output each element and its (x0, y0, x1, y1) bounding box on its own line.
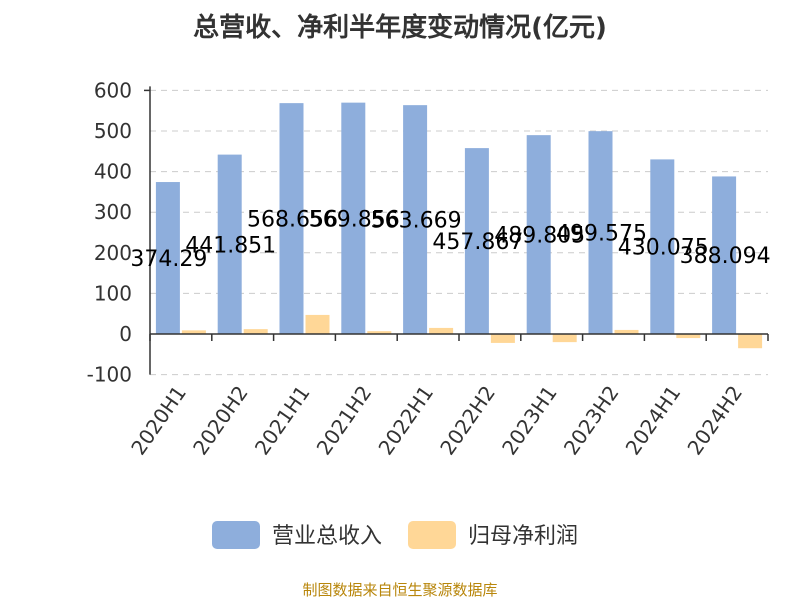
y-axis: 600 500 400 300 200 100 0 -100 (87, 78, 151, 387)
y-tick-label: 100 (94, 281, 132, 305)
bar-revenue (588, 131, 613, 334)
bar-revenue (155, 182, 180, 334)
data-label: 499.575 (556, 222, 647, 247)
data-label: 441.851 (185, 233, 276, 258)
bar-net-profit (367, 331, 392, 334)
y-tick-label: 500 (94, 119, 132, 143)
data-labels: 374.29441.851568.656569.856563.669457.86… (130, 207, 770, 272)
bar-revenue (712, 176, 737, 334)
data-label: 569.856 (309, 207, 400, 232)
x-tick-label: 2020H1 (126, 381, 191, 459)
bar-net-profit (614, 329, 639, 334)
y-tick-label: 200 (94, 241, 132, 265)
bar-revenue (217, 154, 242, 334)
grid-lines (150, 89, 768, 376)
bar-revenue (650, 159, 675, 334)
legend: 营业总收入 归母净利润 (212, 521, 578, 549)
legend-label: 归母净利润 (468, 524, 578, 549)
source-note: 制图数据来自恒生聚源数据库 (302, 581, 497, 599)
x-axis: 2020H12020H22021H12021H22022H12022H22023… (126, 333, 769, 459)
data-label: 568.656 (247, 208, 338, 233)
legend-swatch (212, 521, 260, 549)
x-tick-label: 2024H1 (621, 381, 686, 459)
x-tick-label: 2023H2 (559, 381, 624, 459)
x-tick-label: 2021H1 (250, 381, 315, 459)
bars (155, 102, 763, 349)
data-label: 489.805 (494, 224, 585, 249)
bar-net-profit (552, 334, 577, 343)
bar-revenue (403, 105, 428, 334)
data-label: 457.867 (432, 230, 523, 255)
x-tick-label: 2022H2 (435, 381, 500, 459)
x-tick-label: 2021H2 (312, 381, 377, 459)
chart-title: 总营收、净利半年度变动情况(亿元) (193, 12, 607, 43)
legend-swatch (408, 521, 456, 549)
y-tick-label: 400 (94, 160, 132, 184)
y-tick-label: 300 (94, 200, 132, 224)
bar-net-profit (305, 314, 330, 334)
bar-revenue (526, 135, 551, 334)
x-tick-label: 2020H2 (188, 381, 253, 459)
bar-revenue (279, 103, 304, 334)
bar-revenue (464, 148, 489, 334)
bar-net-profit (490, 334, 515, 343)
bar-revenue (341, 102, 366, 335)
x-tick-label: 2023H1 (497, 381, 562, 459)
bar-net-profit (243, 329, 268, 334)
x-tick-label: 2024H2 (682, 381, 747, 459)
data-label: 430.075 (618, 236, 709, 261)
y-tick-label: 600 (94, 78, 132, 102)
bar-net-profit (676, 334, 701, 339)
x-tick-label: 2022H1 (373, 381, 438, 459)
data-label: 563.669 (371, 209, 462, 234)
data-label: 388.094 (680, 244, 771, 269)
y-tick-label: -100 (87, 363, 132, 387)
bar-net-profit (429, 327, 454, 334)
bar-net-profit (181, 330, 206, 334)
data-label: 374.29 (130, 247, 207, 272)
bar-net-profit (738, 334, 763, 349)
legend-label: 营业总收入 (272, 524, 382, 549)
y-tick-label: 0 (119, 322, 132, 346)
